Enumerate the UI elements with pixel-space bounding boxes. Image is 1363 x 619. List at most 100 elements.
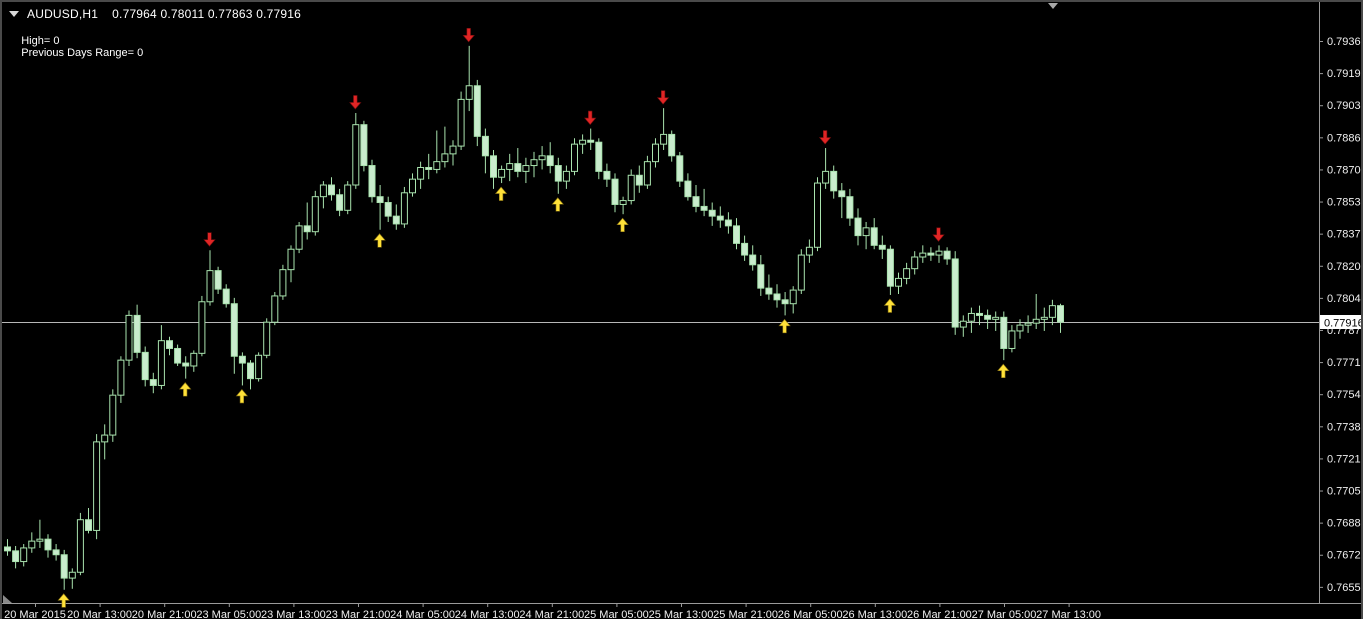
time-axis-label: 26 Mar 21:00 [907, 609, 972, 619]
price-axis[interactable]: 0.79360 0.79195 0.79030 0.78865 0.78700 0.785… [1319, 36, 1363, 594]
bear-candle-body [927, 252, 935, 256]
price-axis-label: 0.78205 [1327, 261, 1363, 273]
candles-layer [4, 45, 1064, 590]
bull-candle-body [93, 441, 101, 531]
bear-candle-body [870, 227, 878, 246]
bull-candle-body [109, 394, 117, 436]
time-axis[interactable]: 20 Mar 2015 20 Mar 13:00 20 Mar 21:00 23 Ma… [4, 603, 1101, 619]
time-axis-label: 24 Mar 21:00 [519, 609, 584, 619]
sell-signal-arrow-icon [349, 95, 362, 110]
bear-candle-body [546, 155, 554, 167]
bull-candle-body [822, 170, 830, 184]
bear-candle-body [984, 314, 992, 320]
bull-candle-body [441, 153, 449, 163]
symbol-dropdown-icon[interactable] [9, 11, 19, 17]
bull-candle-body [862, 227, 870, 237]
current-price-tag: 0.77916 [1320, 315, 1363, 330]
current-price-value: 0.77916 [1324, 318, 1363, 330]
bull-candle-body [1032, 318, 1040, 324]
bull-candle-body [36, 538, 44, 542]
bear-candle-body [52, 549, 60, 556]
time-axis-label: 27 Mar 13:00 [1036, 609, 1101, 619]
bull-candle-body [409, 178, 416, 194]
bull-candle-body [125, 314, 133, 361]
indicator-status-row: High= 0 Previous Days Range= 0 [9, 23, 169, 71]
bull-candle-body [789, 289, 797, 305]
bull-candle-body [190, 352, 198, 367]
bull-candle-body [465, 85, 473, 100]
time-axis-label: 20 Mar 21:00 [132, 609, 197, 619]
chart-ohlc-values: 0.77964 0.78011 0.77863 0.77916 [112, 7, 301, 21]
bull-candle-body [400, 192, 408, 225]
bull-candle-body [457, 98, 465, 147]
bull-candle-body [805, 246, 813, 256]
bull-candle-body [562, 170, 570, 182]
bull-candle-body [652, 143, 659, 163]
bull-candle-body [538, 155, 546, 161]
bear-candle-body [44, 538, 52, 551]
bear-candle-body [141, 351, 149, 381]
time-axis-label: 25 Mar 05:00 [584, 609, 649, 619]
bull-candle-body [797, 254, 805, 291]
chart-title-row: AUDUSD,H1 0.77964 0.78011 0.77863 0.7791… [9, 7, 301, 21]
bull-candle-body [117, 359, 125, 396]
bull-candle-body [1048, 305, 1056, 318]
bear-candle-body [384, 202, 392, 217]
bull-candle-body [344, 184, 352, 211]
bull-candle-body [449, 145, 457, 155]
time-axis-label: 23 Mar 21:00 [326, 609, 391, 619]
bear-candle-body [4, 546, 11, 552]
bear-candle-body [684, 180, 692, 198]
bear-candle-body [368, 165, 376, 198]
bull-candle-body [1016, 324, 1024, 332]
bear-candle-body [781, 299, 789, 305]
chart-shift-marker-icon[interactable] [1048, 3, 1058, 9]
bear-candle-body [765, 287, 773, 295]
buy-signal-arrow-icon [57, 593, 70, 608]
bear-candle-body [757, 264, 765, 289]
bear-candle-body [603, 170, 611, 180]
bear-candle-body [716, 215, 724, 221]
price-axis-label: 0.76555 [1327, 582, 1363, 594]
bull-candle-body [101, 434, 109, 443]
bull-candle-body [895, 277, 902, 287]
scroll-corner-marker-icon [3, 595, 12, 603]
bull-candle-body [20, 547, 28, 563]
bull-candle-body [919, 252, 927, 258]
bear-candle-body [238, 355, 246, 364]
time-axis-label: 20 Mar 13:00 [67, 609, 132, 619]
bear-candle-body [303, 225, 311, 233]
bear-candle-body [676, 155, 684, 182]
bear-candle-body [724, 219, 732, 227]
bear-candle-body [247, 362, 254, 380]
sell-signal-arrow-icon [462, 28, 475, 43]
bull-candle-body [643, 161, 651, 186]
bear-candle-body [733, 225, 740, 244]
buy-signal-arrow-icon [179, 382, 192, 397]
bull-candle-body [498, 168, 506, 178]
bear-candle-body [182, 362, 190, 367]
buy-signal-arrow-icon [235, 388, 249, 404]
bear-candle-body [328, 184, 335, 196]
bear-candle-body [230, 303, 238, 357]
bull-candle-body [287, 248, 295, 271]
bear-candle-body [149, 379, 157, 386]
bull-candle-body [935, 250, 943, 256]
bear-candle-body [473, 85, 481, 137]
price-axis-label: 0.77380 [1327, 421, 1363, 433]
bull-candle-body [319, 184, 327, 198]
current-price-box [1320, 315, 1361, 330]
indicator-high-label: High= 0 [21, 35, 60, 47]
bear-candle-body [741, 242, 749, 256]
indicator-range-label: Previous Days Range= 0 [21, 47, 144, 59]
bull-candle-body [959, 320, 967, 328]
bull-candle-body [76, 519, 84, 573]
bear-candle-body [12, 550, 20, 563]
bull-candle-body [506, 163, 514, 170]
buy-signal-arrow-icon [551, 197, 564, 212]
bear-candle-body [595, 141, 603, 172]
bear-candle-body [490, 155, 497, 178]
bear-candle-body [976, 312, 983, 316]
bull-candle-body [660, 133, 668, 145]
